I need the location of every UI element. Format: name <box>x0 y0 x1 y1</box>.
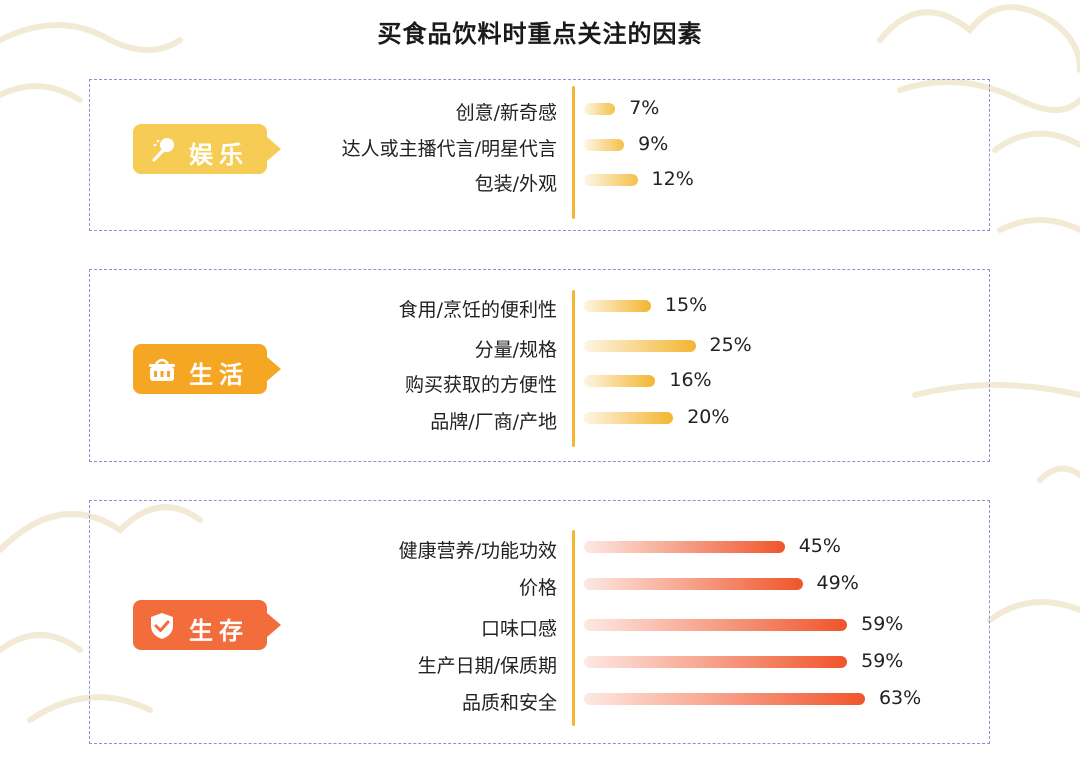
value-label: 12% <box>651 168 694 190</box>
bar-row: 口味口感 59% <box>0 611 1080 641</box>
value-label: 63% <box>878 687 922 709</box>
value-label: 20% <box>687 406 730 428</box>
bar-row: 达人或主播代言/明星代言 9% <box>0 131 1080 161</box>
value-label: 7% <box>629 97 660 119</box>
value-label: 16% <box>669 369 712 391</box>
category-label: 达人或主播代言/明星代言 <box>341 138 557 160</box>
panel-survival <box>89 500 990 744</box>
bar-row: 购买获取的方便性 16% <box>0 367 1080 397</box>
microphone-icon <box>152 138 174 162</box>
category-label: 分量/规格 <box>474 339 557 361</box>
bar-mark <box>584 578 803 590</box>
bar-mark <box>584 541 785 553</box>
category-label: 购买获取的方便性 <box>404 374 557 396</box>
axis-divider-entertainment <box>572 86 575 219</box>
axis-divider-survival <box>572 530 575 726</box>
badge-label-entertainment: 娱乐 <box>189 141 249 169</box>
bar-mark <box>584 619 848 631</box>
value-label: 15% <box>664 294 708 316</box>
badge-label-life: 生活 <box>189 361 249 389</box>
badge-pointer <box>267 357 281 381</box>
bar-row: 健康营养/功能功效 45% <box>0 533 1080 563</box>
bar-mark <box>584 300 651 312</box>
category-label: 品牌/厂商/产地 <box>430 411 557 433</box>
value-label: 49% <box>816 572 859 594</box>
badge-life: 生活 <box>133 344 281 394</box>
bar-mark <box>584 412 674 424</box>
bar-mark <box>584 340 696 352</box>
axis-divider-life <box>572 290 575 447</box>
category-label: 创意/新奇感 <box>455 102 557 124</box>
value-label: 59% <box>861 650 904 672</box>
category-label: 包装/外观 <box>474 173 557 195</box>
value-label: 45% <box>798 535 841 557</box>
shield-check-icon <box>151 613 173 639</box>
category-label: 食用/烹饪的便利性 <box>398 299 557 321</box>
value-label: 9% <box>638 133 669 155</box>
category-label: 口味口感 <box>480 618 557 640</box>
panel-entertainment <box>89 79 990 231</box>
bar-mark <box>584 693 865 705</box>
cooking-pot-icon <box>149 358 175 381</box>
category-label: 品质和安全 <box>461 692 557 714</box>
bar-row: 价格 49% <box>0 570 1080 600</box>
bar-row: 品牌/厂商/产地 20% <box>0 404 1080 434</box>
bar-mark <box>584 174 638 186</box>
value-label: 25% <box>709 334 752 356</box>
bar-row: 包装/外观 12% <box>0 166 1080 196</box>
bar-row: 分量/规格 25% <box>0 332 1080 362</box>
category-label: 生产日期/保质期 <box>417 655 557 677</box>
badge-pointer <box>267 137 281 161</box>
bar-mark <box>584 139 625 151</box>
chart-title: 买食品饮料时重点关注的因素 <box>377 20 703 48</box>
category-label: 价格 <box>518 577 557 599</box>
bar-mark <box>584 375 656 387</box>
bar-mark <box>584 103 616 115</box>
badge-pointer <box>267 613 281 637</box>
category-label: 健康营养/功能功效 <box>398 540 557 562</box>
badge-survival: 生存 <box>133 600 281 650</box>
bar-row: 食用/烹饪的便利性 15% <box>0 292 1080 322</box>
value-label: 59% <box>861 613 904 635</box>
badge-label-survival: 生存 <box>189 617 249 645</box>
bar-row: 生产日期/保质期 59% <box>0 648 1080 678</box>
bar-row: 创意/新奇感 7% <box>0 95 1080 125</box>
badge-entertainment: 娱乐 <box>133 124 281 174</box>
panel-life <box>89 269 990 462</box>
bar-row: 品质和安全 63% <box>0 685 1080 715</box>
bar-mark <box>584 656 848 668</box>
